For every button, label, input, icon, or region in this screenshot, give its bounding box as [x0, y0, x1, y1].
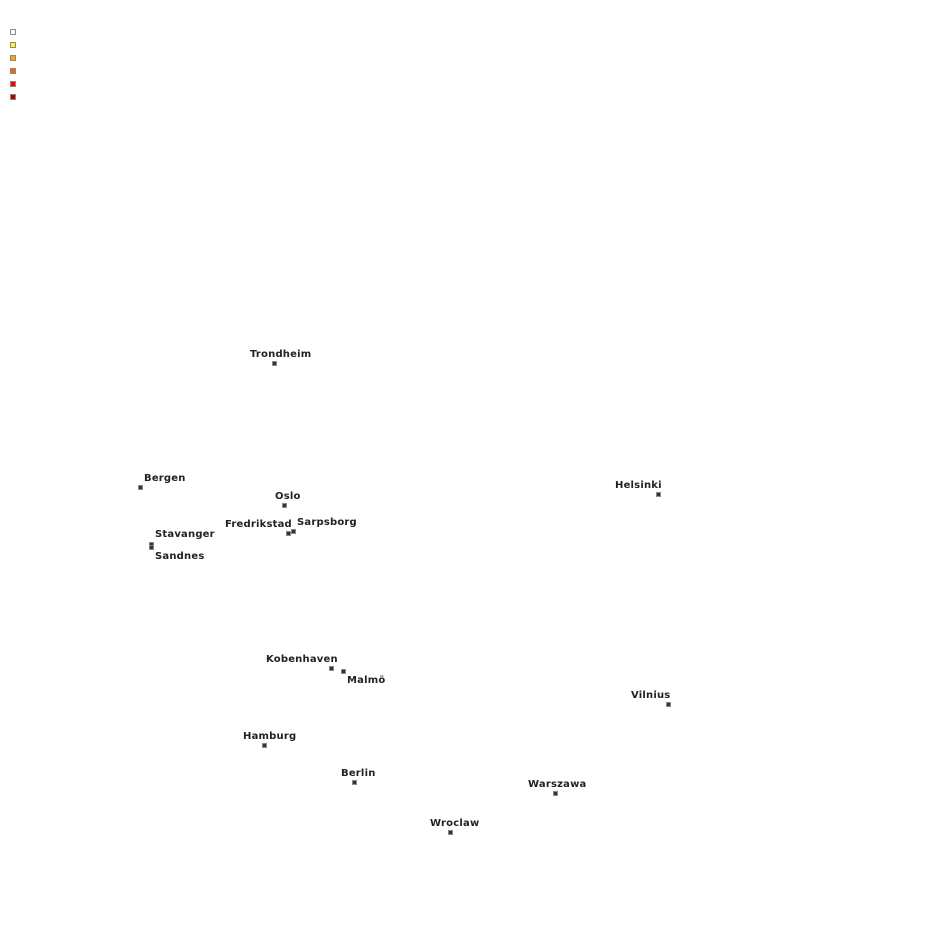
city-label: Fredrikstad — [225, 519, 292, 530]
city-label: Malmö — [347, 675, 386, 686]
city-label: Warszawa — [528, 779, 587, 790]
city-label: Hamburg — [243, 731, 297, 742]
city-marker[interactable] — [656, 492, 661, 497]
city-marker[interactable] — [282, 503, 287, 508]
legend-swatch — [10, 42, 16, 48]
city-marker[interactable] — [286, 531, 291, 536]
city-marker[interactable] — [352, 780, 357, 785]
city-marker[interactable] — [138, 485, 143, 490]
legend-swatch — [10, 94, 16, 100]
city-label: Trondheim — [250, 349, 312, 360]
city-label: Stavanger — [155, 529, 215, 540]
city-label: Sandnes — [155, 551, 205, 562]
city-label: Berlin — [341, 768, 376, 779]
city-label: Oslo — [275, 491, 301, 502]
city-marker[interactable] — [149, 545, 154, 550]
legend-swatch — [10, 81, 16, 87]
city-label: Vilnius — [631, 690, 671, 701]
city-label: Bergen — [144, 473, 186, 484]
city-marker[interactable] — [291, 529, 296, 534]
city-marker[interactable] — [329, 666, 334, 671]
city-marker[interactable] — [666, 702, 671, 707]
legend-swatch — [10, 29, 16, 35]
city-marker[interactable] — [448, 830, 453, 835]
city-marker[interactable] — [262, 743, 267, 748]
legend-swatch — [10, 68, 16, 74]
city-label: Sarpsborg — [297, 517, 357, 528]
city-label: Wroclaw — [430, 818, 480, 829]
city-marker[interactable] — [272, 361, 277, 366]
legend-swatch — [10, 55, 16, 61]
city-label: Kobenhaven — [266, 654, 338, 665]
city-marker[interactable] — [341, 669, 346, 674]
city-marker[interactable] — [553, 791, 558, 796]
city-label: Helsinki — [615, 480, 662, 491]
